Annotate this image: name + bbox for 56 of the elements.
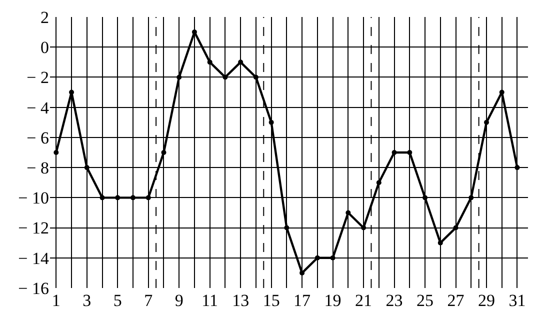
- point: [514, 165, 520, 170]
- x-tick-label: 15: [262, 291, 280, 310]
- point: [100, 195, 105, 200]
- point: [115, 195, 120, 200]
- x-tick-label: 21: [355, 291, 372, 310]
- x-tick-label: 1: [52, 291, 60, 310]
- point: [161, 150, 166, 155]
- x-tick-label: 31: [508, 291, 526, 310]
- x-tick-label: 13: [232, 291, 250, 310]
- x-tick-label: 23: [386, 291, 403, 310]
- point: [376, 180, 382, 186]
- point: [54, 150, 59, 155]
- y-tick-label: − 4: [26, 98, 50, 118]
- point: [422, 195, 428, 200]
- y-tick-label: − 6: [26, 128, 49, 148]
- point: [207, 60, 212, 65]
- point: [268, 120, 274, 125]
- x-tick-label: 19: [324, 291, 342, 310]
- point: [484, 120, 489, 125]
- point: [69, 90, 74, 95]
- point: [438, 240, 443, 246]
- point: [130, 195, 136, 200]
- x-tick-label: 29: [478, 291, 495, 310]
- x-tick-label: 11: [202, 291, 218, 310]
- x-tick-label: 7: [144, 291, 154, 310]
- y-tick-label: 2: [40, 8, 49, 27]
- y-tick-label: − 8: [26, 158, 49, 178]
- point: [392, 150, 397, 155]
- y-tick-label: − 14: [18, 248, 50, 268]
- point: [238, 60, 244, 65]
- point: [253, 74, 258, 80]
- point: [361, 225, 366, 230]
- point: [300, 270, 305, 276]
- point: [84, 165, 90, 170]
- point: [314, 255, 320, 260]
- point: [407, 150, 412, 155]
- point: [146, 195, 151, 200]
- point: [468, 195, 474, 200]
- y-tick-label: − 16: [18, 278, 49, 298]
- x-tick-label: 5: [113, 291, 122, 310]
- point: [499, 90, 504, 95]
- point: [330, 255, 336, 260]
- point: [222, 74, 228, 80]
- y-tick-label: − 2: [26, 68, 49, 88]
- y-tick-label: − 10: [18, 188, 49, 208]
- x-tick-label: 3: [82, 291, 92, 310]
- point: [453, 225, 458, 230]
- point: [346, 210, 351, 216]
- x-tick-label: 27: [447, 291, 465, 310]
- y-tick-label: 0: [40, 38, 49, 58]
- y-tick-label: − 12: [18, 218, 49, 238]
- point: [176, 74, 182, 80]
- x-tick-label: 17: [294, 291, 312, 310]
- point: [284, 225, 290, 230]
- x-tick-label: 9: [174, 291, 184, 310]
- x-tick-label: 25: [416, 291, 434, 310]
